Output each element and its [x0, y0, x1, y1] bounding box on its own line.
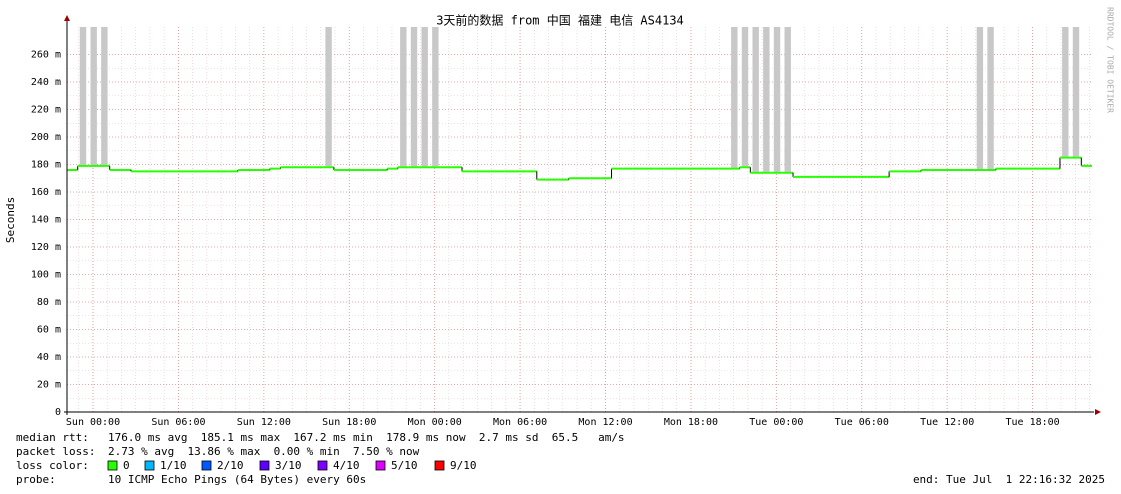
legend-title: loss color: [16, 459, 89, 472]
y-tick-label: 160 m [31, 187, 61, 198]
x-tick-label: Sun 12:00 [237, 417, 291, 428]
smoke-bar [1062, 27, 1069, 157]
probe-label: probe: [16, 473, 56, 486]
x-tick-label: Mon 18:00 [664, 417, 718, 428]
y-tick-label: 60 m [37, 325, 61, 336]
y-tick-label: 220 m [31, 105, 61, 116]
x-tick-label: Tue 18:00 [1005, 417, 1059, 428]
legend-label: 5/10 [391, 459, 418, 472]
smoke-bar [773, 27, 781, 172]
y-tick-label: 240 m [31, 77, 61, 88]
legend-swatch [144, 460, 155, 471]
stat-text: 2.73 % avg 13.86 % max 0.00 % min 7.50 %… [108, 445, 420, 458]
smoke-bar [784, 27, 791, 172]
y-tick-label: 100 m [31, 270, 61, 281]
legend-label: 4/10 [333, 459, 360, 472]
x-tick-label: Tue 06:00 [835, 417, 889, 428]
smoke-bar [987, 27, 994, 169]
smoke-bar [752, 27, 759, 172]
smoke-bar [741, 27, 749, 167]
y-tick-label: 20 m [37, 380, 61, 391]
x-tick-label: Mon 12:00 [578, 417, 632, 428]
legend-label: 0 [123, 459, 130, 472]
smoke-bar [325, 27, 332, 167]
y-axis-arrow [64, 15, 70, 21]
stat-label: packet loss: [16, 445, 95, 458]
x-tick-label: Tue 12:00 [920, 417, 974, 428]
legend-label: 9/10 [450, 459, 477, 472]
y-tick-label: 200 m [31, 132, 61, 143]
legend-swatch [375, 460, 386, 471]
end-time: end: Tue Jul 1 22:16:32 2025 [913, 473, 1105, 486]
legend-swatch [434, 460, 445, 471]
y-tick-label: 120 m [31, 242, 61, 253]
x-tick-label: Mon 06:00 [493, 417, 547, 428]
legend-swatch [317, 460, 328, 471]
smoke-bar [421, 27, 428, 167]
chart-title: 3天前的数据 from 中国 福建 电信 AS4134 [436, 13, 684, 28]
stat-label: median rtt: [16, 431, 89, 444]
y-tick-label: 80 m [37, 297, 61, 308]
legend-label: 1/10 [160, 459, 187, 472]
smoke-bar [410, 27, 418, 167]
x-axis-arrow [1095, 409, 1101, 415]
smoke-bar [432, 27, 439, 167]
x-tick-label: Sun 06:00 [151, 417, 205, 428]
y-tick-label: 40 m [37, 352, 61, 363]
x-tick-label: Mon 00:00 [408, 417, 462, 428]
stat-text: 176.0 ms avg 185.1 ms max 167.2 ms min 1… [108, 431, 625, 444]
legend-swatch [259, 460, 270, 471]
x-tick-label: Sun 00:00 [66, 417, 120, 428]
y-tick-label: 140 m [31, 215, 61, 226]
y-tick-label: 0 [55, 407, 61, 418]
legend-swatch [201, 460, 212, 471]
smoke-bar [79, 27, 87, 165]
y-tick-label: 260 m [31, 50, 61, 61]
smoke-bar [731, 27, 738, 168]
smoke-bar [90, 27, 97, 165]
x-tick-label: Tue 00:00 [749, 417, 803, 428]
smoke-bar [400, 27, 407, 167]
y-tick-label: 180 m [31, 160, 61, 171]
smoke-bar [101, 27, 108, 165]
y-axis-label: Seconds [4, 197, 17, 243]
legend-label: 3/10 [275, 459, 302, 472]
smoke-bar [1072, 27, 1080, 157]
watermark: RRDTOOL / TOBI OETIKER [1106, 7, 1115, 113]
smoke-bar [763, 27, 770, 172]
smoke-bar [976, 27, 984, 169]
x-tick-label: Sun 18:00 [322, 417, 376, 428]
legend-swatch [107, 460, 118, 471]
probe-text: 10 ICMP Echo Pings (64 Bytes) every 60s [108, 473, 366, 486]
legend-label: 2/10 [217, 459, 244, 472]
